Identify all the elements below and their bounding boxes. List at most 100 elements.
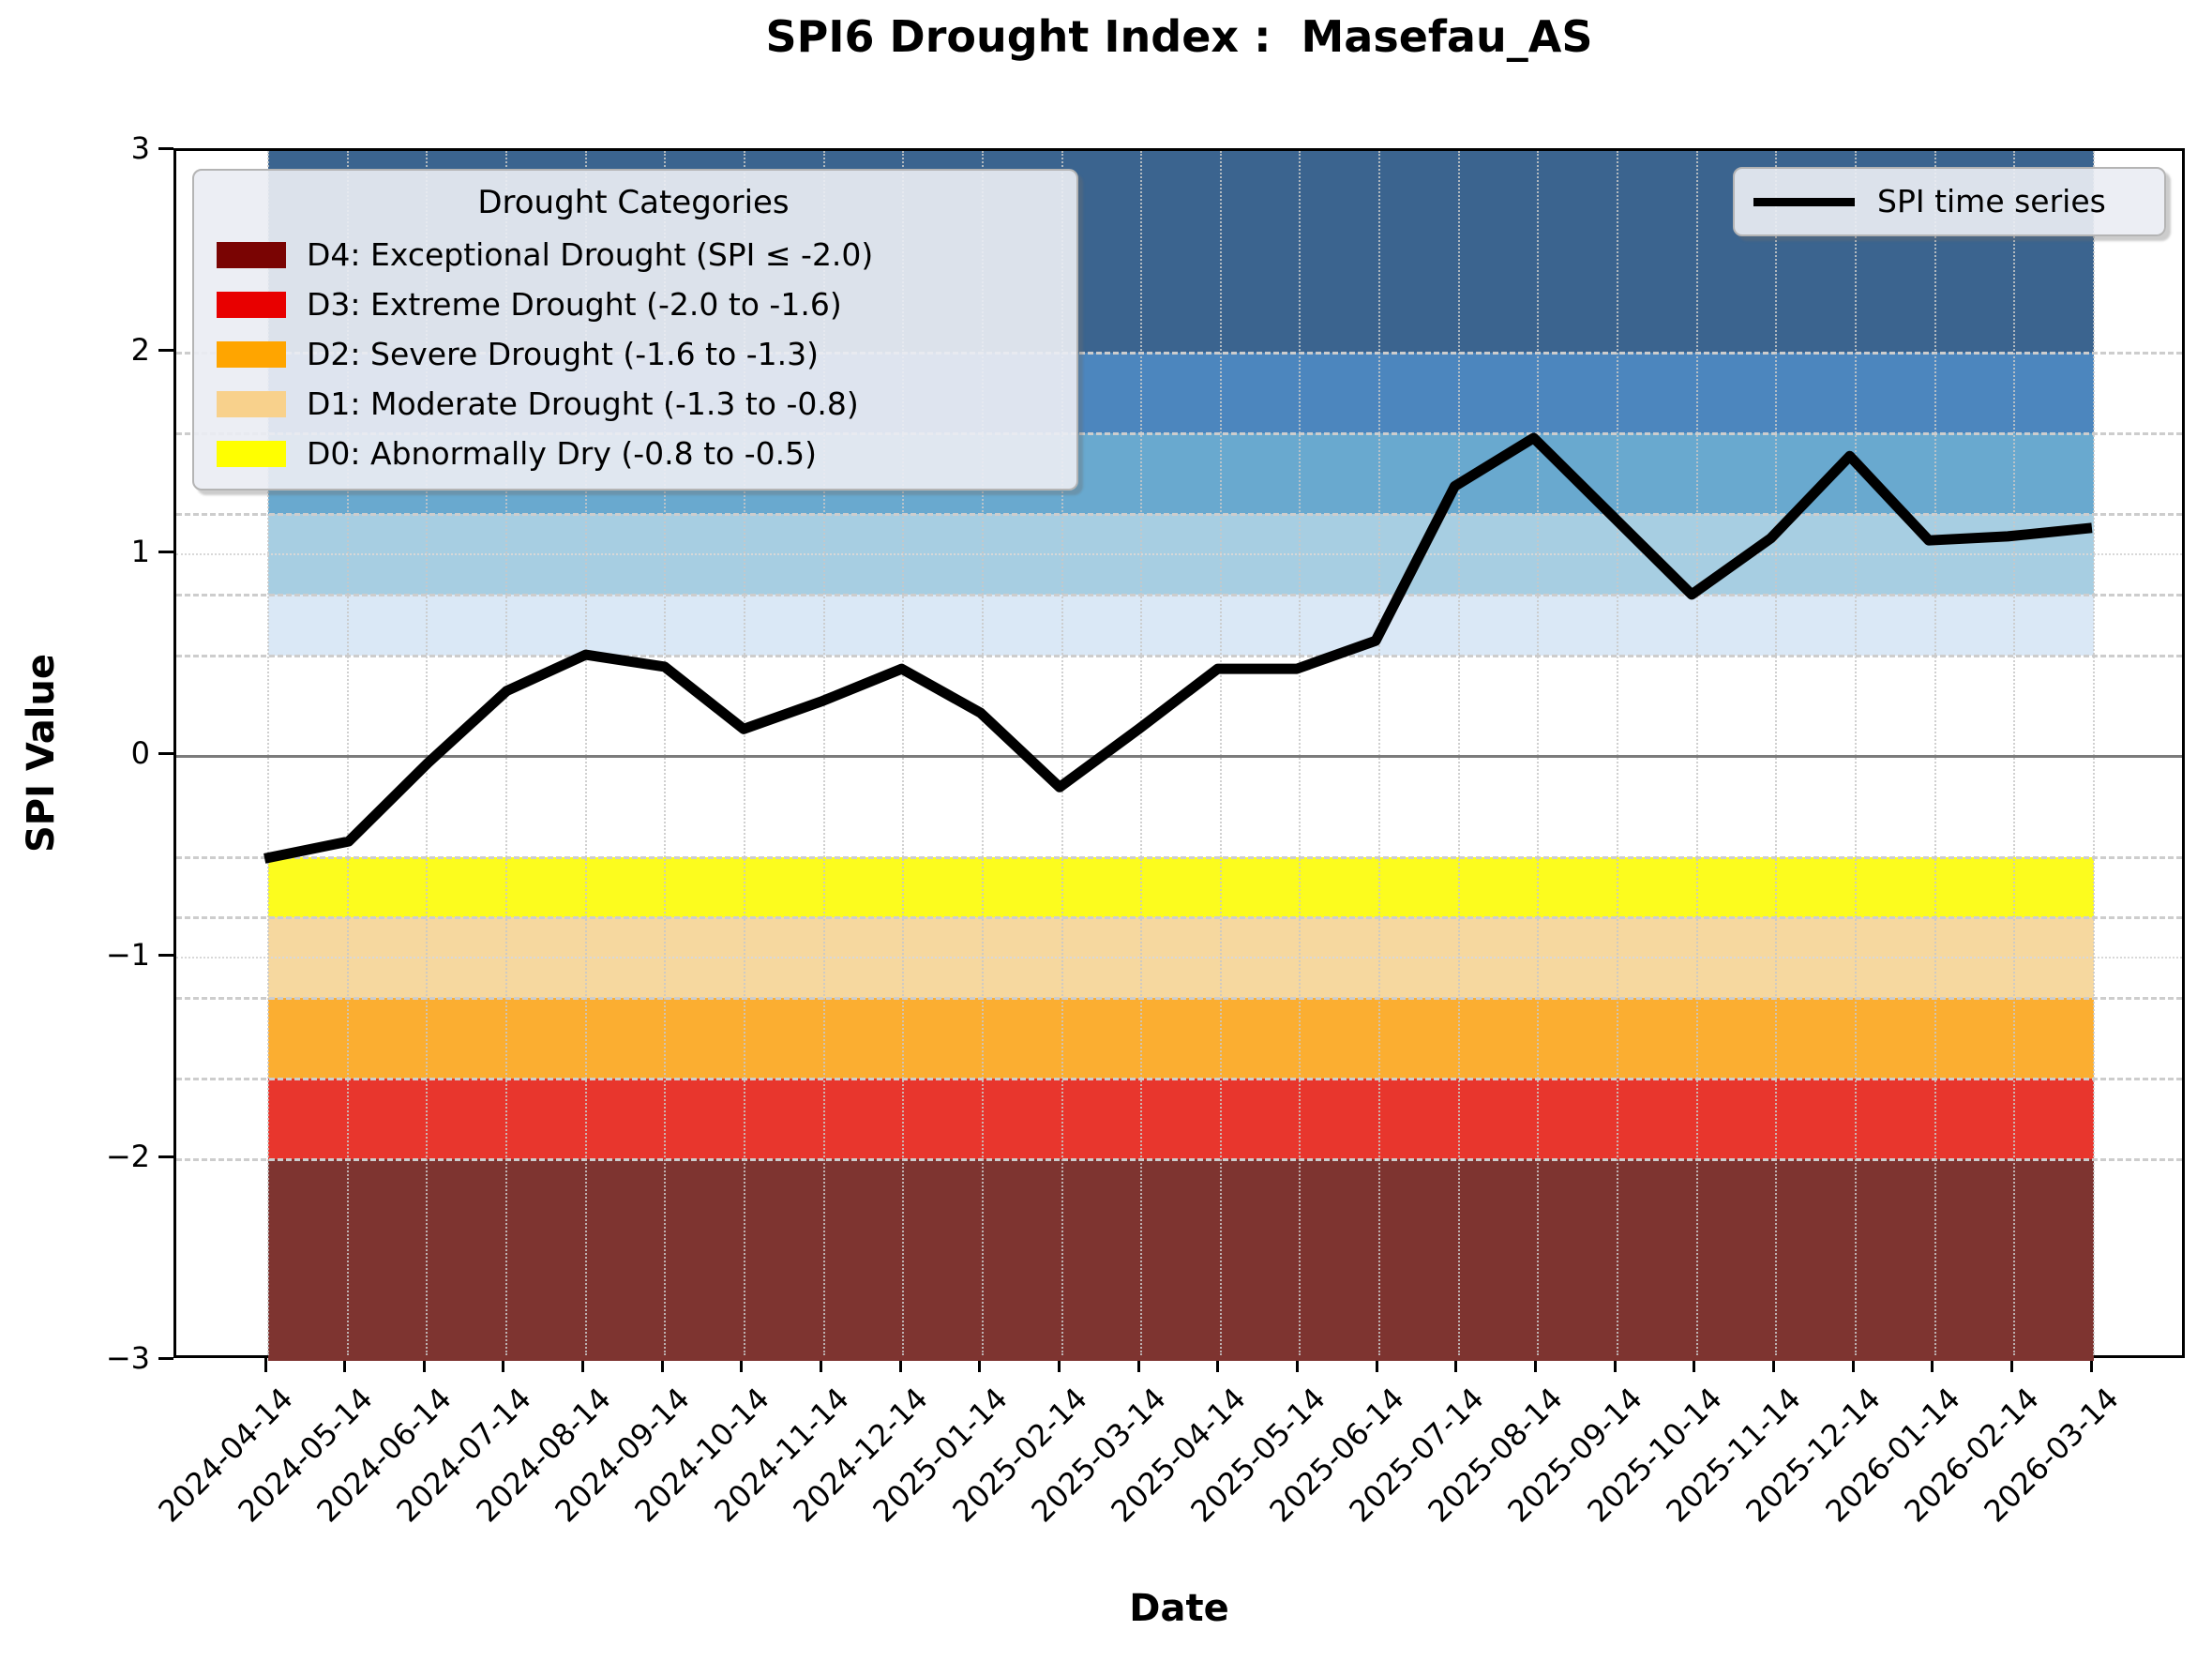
gridline-vertical (902, 151, 905, 1355)
gridline-dashed (176, 997, 2182, 1000)
gridline-vertical (1457, 151, 1460, 1355)
gridline-dashed (176, 1078, 2182, 1080)
zero-reference-line (176, 754, 2182, 758)
gridline-vertical (1617, 151, 1619, 1355)
legend-item-d0: D0: Abnormally Dry (-0.8 to -0.5) (217, 438, 1050, 470)
x-axis-label: Date (1129, 1587, 1229, 1630)
gridline-dashed (176, 654, 2182, 657)
y-tick-label: 1 (130, 534, 150, 569)
spi-line-plot (263, 432, 2093, 864)
gridline-vertical (1855, 151, 1858, 1355)
drought-band-D3-extreme-drought (268, 1079, 2094, 1159)
legend-item-d3: D3: Extreme Drought (-2.0 to -1.6) (217, 289, 1050, 321)
y-tick-mark (158, 146, 173, 150)
gridline-vertical (981, 151, 984, 1355)
gridline-vertical (584, 151, 587, 1355)
gridline-vertical (1775, 151, 1778, 1355)
legend-drought-categories: Drought Categories D4: Exceptional Droug… (192, 169, 1078, 491)
gridline-vertical (664, 151, 667, 1355)
gridline-dashed (176, 855, 2182, 859)
x-tick-mark (978, 1358, 982, 1372)
gridline-dashed (176, 916, 2182, 919)
x-tick-mark (1851, 1358, 1855, 1372)
legend-swatch-icon (217, 292, 286, 318)
x-tick-mark (740, 1358, 744, 1372)
legend-item-label: D4: Exceptional Drought (SPI ≤ -2.0) (307, 236, 874, 273)
y-tick-label: 3 (130, 130, 150, 166)
legend-swatch-icon (217, 341, 286, 368)
drought-band-D2-severe-drought (268, 998, 2094, 1079)
x-tick-mark (1136, 1358, 1140, 1372)
spi-line-sample-icon (1753, 197, 1855, 206)
x-tick-mark (1613, 1358, 1617, 1372)
gridline-vertical (1219, 151, 1222, 1355)
x-tick-mark (1693, 1358, 1696, 1372)
gridline-vertical (346, 151, 349, 1355)
legend-item-label: D2: Severe Drought (-1.6 to -1.3) (307, 336, 820, 372)
gridline-vertical (1061, 151, 1063, 1355)
x-tick-mark (1375, 1358, 1378, 1372)
legend-swatch-icon (217, 242, 286, 268)
x-tick-mark (660, 1358, 664, 1372)
x-tick-mark (1931, 1358, 1934, 1372)
legend-item-d2: D2: Severe Drought (-1.6 to -1.3) (217, 339, 1050, 370)
y-tick-mark (158, 348, 173, 352)
gridline-vertical (504, 151, 507, 1355)
y-tick-mark (158, 1356, 173, 1360)
gridline-vertical (1378, 151, 1381, 1355)
gridline-dashed (176, 594, 2182, 596)
chart-title: SPI6 Drought Index : Masefau_AS (765, 11, 1593, 62)
gridline-dotted (176, 553, 2182, 555)
gridline-vertical (1934, 151, 1936, 1355)
y-tick-label: −2 (105, 1139, 150, 1174)
legend-series-label: SPI time series (1877, 183, 2106, 219)
y-tick-mark (158, 751, 173, 755)
y-tick-mark (158, 550, 173, 553)
x-tick-mark (1454, 1358, 1458, 1372)
gridline-vertical (1299, 151, 1302, 1355)
x-tick-mark (263, 1358, 267, 1372)
gridline-vertical (2013, 151, 2016, 1355)
gridline-vertical (267, 151, 269, 1355)
drought-band-D4-exceptional-drought (268, 1159, 2094, 1361)
x-tick-mark (1771, 1358, 1775, 1372)
y-tick-label: −1 (105, 937, 150, 973)
x-tick-mark (2089, 1358, 2093, 1372)
x-tick-mark (1058, 1358, 1061, 1372)
x-tick-mark (820, 1358, 823, 1372)
y-tick-mark (158, 1155, 173, 1158)
legend-spi-series: SPI time series (1733, 167, 2166, 236)
gridline-vertical (743, 151, 745, 1355)
y-tick-label: 0 (130, 735, 150, 771)
gridline-vertical (1695, 151, 1698, 1355)
gridline-dashed (176, 352, 2182, 355)
legend-title: Drought Categories (477, 184, 790, 221)
gridline-dashed (176, 1158, 2182, 1161)
legend-item-label: D0: Abnormally Dry (-0.8 to -0.5) (307, 435, 817, 472)
legend-swatch-icon (217, 441, 286, 467)
legend-item-label: D3: Extreme Drought (-2.0 to -1.6) (307, 286, 842, 323)
gridline-vertical (2093, 151, 2095, 1355)
gridline-dashed (176, 513, 2182, 516)
y-tick-label: −3 (105, 1340, 150, 1376)
gridline-vertical (822, 151, 825, 1355)
legend-item-d4: D4: Exceptional Drought (SPI ≤ -2.0) (217, 239, 1050, 271)
spi-time-series-line (263, 432, 2093, 864)
x-tick-mark (343, 1358, 347, 1372)
drought-band-wet-band-0 (268, 595, 2094, 656)
legend-item-label: D1: Moderate Drought (-1.3 to -0.8) (307, 385, 859, 422)
y-tick-mark (158, 953, 173, 957)
x-tick-mark (502, 1358, 505, 1372)
gridline-vertical (1140, 151, 1143, 1355)
x-tick-mark (898, 1358, 902, 1372)
gridline-dotted (176, 957, 2182, 959)
gridline-dashed (176, 432, 2182, 435)
x-tick-mark (581, 1358, 585, 1372)
x-tick-mark (422, 1358, 426, 1372)
drought-band-D0-abnormally-dry (268, 856, 2094, 917)
x-tick-mark (1533, 1358, 1537, 1372)
x-tick-mark (2009, 1358, 2013, 1372)
gridline-vertical (426, 151, 429, 1355)
x-tick-mark (1295, 1358, 1299, 1372)
